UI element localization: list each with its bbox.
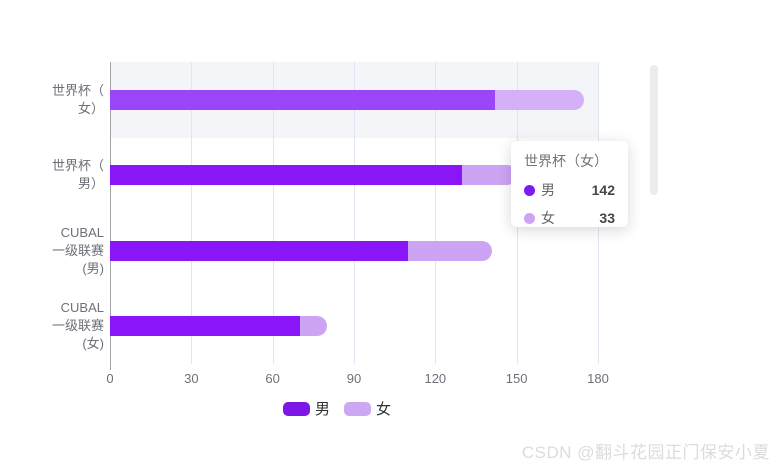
gridline — [354, 62, 355, 364]
bar-segment[interactable] — [110, 89, 495, 110]
tooltip-series-value: 142 — [591, 182, 615, 198]
legend-marker-icon — [344, 401, 372, 416]
legend-label: 男 — [315, 401, 331, 418]
series-dot-icon — [524, 184, 535, 196]
y-axis-label: CUBAL 一级联赛 (男) — [51, 224, 104, 276]
y-axis-label: CUBAL 一级联赛 (女) — [51, 300, 104, 352]
y-axis-line — [110, 62, 111, 370]
tooltip-rows: 男 142 女 33 — [524, 180, 615, 228]
watermark: CSDN @翻斗花园正门保安小夏 — [521, 443, 770, 462]
bar-segment[interactable] — [299, 316, 327, 337]
legend-marker-icon — [283, 401, 310, 416]
tooltip-row: 男 142 — [524, 180, 615, 200]
gridline — [272, 62, 274, 364]
bar-segment[interactable] — [110, 165, 463, 186]
y-axis-label: 世界杯（ 女） — [51, 82, 104, 116]
legend-label: 女 — [376, 401, 392, 418]
x-tick-label: 60 — [265, 371, 280, 386]
bar-segment[interactable] — [462, 165, 517, 186]
x-tick-label: 30 — [184, 371, 199, 386]
legend-item[interactable]: 女 — [344, 398, 391, 419]
tooltip-row: 女 33 — [524, 208, 615, 228]
scrollbar-thumb[interactable] — [650, 65, 658, 195]
bar-segment[interactable] — [110, 240, 409, 261]
gridline — [191, 62, 193, 364]
legend: 男女 — [283, 398, 405, 419]
x-tick-label: 0 — [106, 371, 114, 386]
tooltip-series-label: 男 — [541, 182, 555, 198]
tooltip: 世界杯（女） 男 142 女 33 — [511, 141, 628, 227]
tooltip-series-label: 女 — [541, 210, 555, 226]
x-tick-label: 90 — [346, 371, 362, 386]
tooltip-series-value: 33 — [599, 210, 615, 226]
x-tick-label: 150 — [505, 371, 528, 386]
gridline — [435, 62, 437, 364]
series-dot-icon — [524, 212, 535, 224]
tooltip-title: 世界杯（女） — [524, 153, 608, 169]
x-tick-label: 120 — [424, 371, 447, 386]
y-axis-label: 世界杯（ 男） — [51, 158, 104, 192]
legend-item[interactable]: 男 — [283, 398, 330, 419]
x-tick-label: 180 — [587, 371, 609, 386]
bar-segment[interactable] — [408, 240, 493, 261]
bar-segment[interactable] — [494, 89, 585, 110]
bar-segment[interactable] — [110, 316, 300, 337]
